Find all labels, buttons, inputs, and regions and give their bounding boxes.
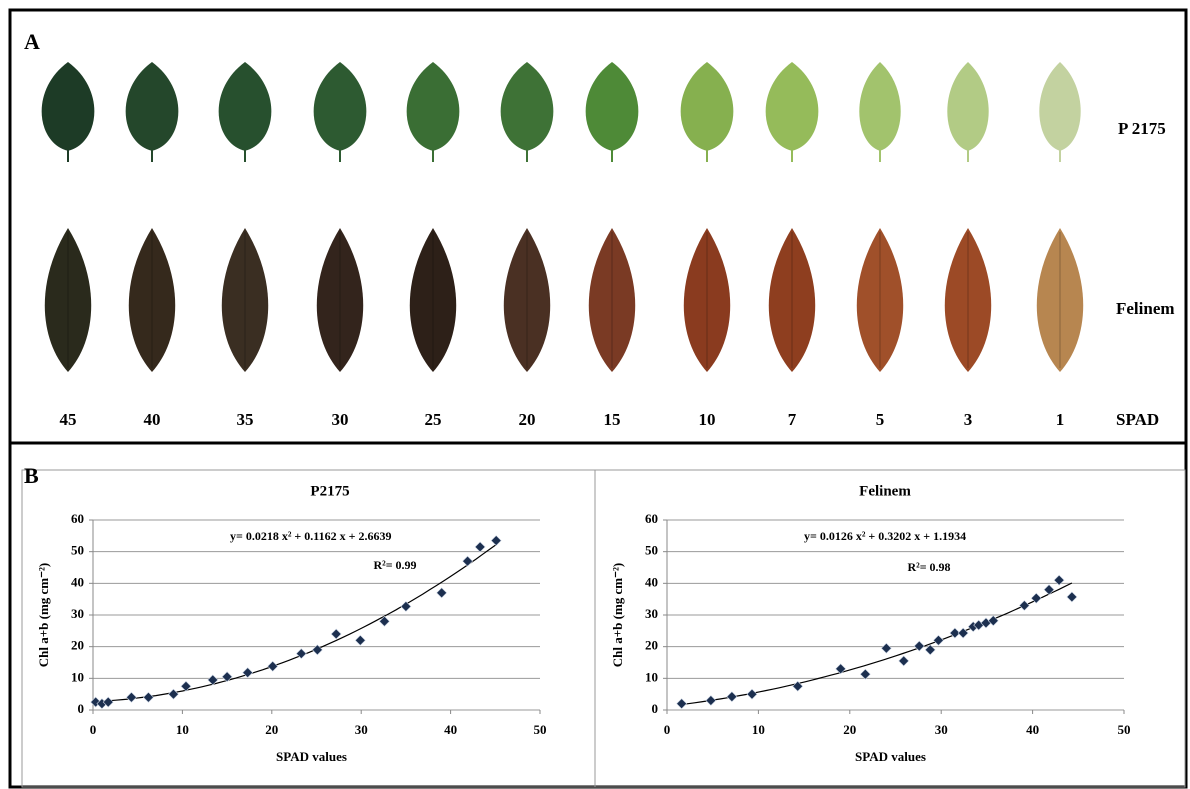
spad-level: 40 (144, 410, 161, 429)
data-point (475, 542, 485, 552)
data-point (933, 635, 943, 645)
data-point (168, 689, 178, 699)
data-point (331, 629, 341, 639)
leaf (314, 62, 367, 151)
figure: A B P 2175 Felinem SPAD 4540353025201510… (0, 0, 1190, 789)
data-point (747, 689, 757, 699)
y-tick-label: 50 (71, 543, 84, 558)
x-tick-label: 20 (843, 722, 856, 737)
x-axis-label: SPAD values (855, 749, 926, 764)
x-tick-label: 50 (1118, 722, 1131, 737)
spad-level: 3 (964, 410, 973, 429)
y-tick-label: 10 (645, 669, 658, 684)
y-tick-label: 30 (71, 606, 84, 621)
leaf-photos (42, 62, 1084, 372)
data-point (727, 692, 737, 702)
r-squared: R²= 0.99 (373, 558, 416, 572)
row-label: Felinem (1116, 299, 1175, 318)
data-point (836, 664, 846, 674)
data-point (1067, 592, 1077, 602)
data-point (143, 692, 153, 702)
chart-title: Felinem (859, 483, 911, 499)
data-point (706, 696, 716, 706)
x-axis-label: SPAD values (276, 749, 347, 764)
x-tick-label: 10 (752, 722, 765, 737)
spad-level: 30 (332, 410, 349, 429)
x-tick-label: 0 (664, 722, 671, 737)
data-point (126, 692, 136, 702)
y-tick-label: 0 (652, 701, 659, 716)
x-tick-label: 40 (1026, 722, 1039, 737)
y-axis-label: Chl a+b (mg cm⁻²) (610, 563, 625, 667)
x-tick-label: 30 (355, 722, 368, 737)
leaf (1039, 62, 1080, 151)
data-point (355, 635, 365, 645)
data-point (437, 588, 447, 598)
x-tick-label: 40 (444, 722, 457, 737)
panel-label: A (24, 29, 40, 54)
panel-label: B (24, 463, 39, 488)
y-tick-label: 50 (645, 543, 658, 558)
data-point (401, 601, 411, 611)
spad-level: 45 (60, 410, 77, 429)
y-tick-label: 40 (71, 574, 84, 589)
x-tick-label: 50 (534, 722, 547, 737)
row-label: P 2175 (1118, 119, 1166, 138)
spad-level: 25 (425, 410, 442, 429)
y-tick-label: 60 (645, 511, 658, 526)
spad-level: 10 (699, 410, 716, 429)
spad-level: 15 (604, 410, 621, 429)
y-tick-label: 30 (645, 606, 658, 621)
data-point (677, 699, 687, 709)
spad-level: 35 (237, 410, 254, 429)
x-tick-label: 20 (265, 722, 278, 737)
r-squared: R²= 0.98 (907, 560, 950, 574)
leaf (947, 62, 988, 151)
spad-level: 20 (519, 410, 536, 429)
y-tick-label: 20 (71, 638, 84, 653)
data-point (1044, 585, 1054, 595)
leaf (586, 62, 639, 151)
leaf (126, 62, 179, 151)
data-point (899, 656, 909, 666)
leaf (219, 62, 272, 151)
trend-equation: y= 0.0218 x² + 0.1162 x + 2.6639 (230, 529, 391, 543)
x-tick-label: 10 (176, 722, 189, 737)
x-tick-label: 30 (935, 722, 948, 737)
spad-level: 1 (1056, 410, 1065, 429)
trend-equation: y= 0.0126 x² + 0.3202 x + 1.1934 (804, 529, 966, 543)
chart-frame (22, 470, 595, 787)
data-point (1019, 601, 1029, 611)
data-point (222, 672, 232, 682)
y-tick-label: 10 (71, 669, 84, 684)
y-tick-label: 40 (645, 574, 658, 589)
y-tick-label: 0 (78, 701, 85, 716)
data-point (268, 661, 278, 671)
leaf (766, 62, 819, 151)
leaf (501, 62, 554, 151)
y-tick-label: 20 (645, 638, 658, 653)
spad-level: 5 (876, 410, 885, 429)
leaf (859, 62, 900, 151)
trendline (682, 583, 1072, 705)
data-point (860, 669, 870, 679)
leaf (407, 62, 460, 151)
panel-a-frame (10, 10, 1186, 443)
y-axis-label: Chl a+b (mg cm⁻²) (36, 563, 51, 667)
data-point (463, 556, 473, 566)
y-tick-label: 60 (71, 511, 84, 526)
chart-frame (595, 470, 1185, 787)
leaf (681, 62, 734, 151)
x-tick-label: 0 (90, 722, 97, 737)
leaf (42, 62, 95, 151)
data-point (491, 536, 501, 546)
spad-level: 7 (788, 410, 797, 429)
data-point (881, 643, 891, 653)
spad-label: SPAD (1116, 410, 1159, 429)
chart-title: P2175 (310, 483, 349, 499)
